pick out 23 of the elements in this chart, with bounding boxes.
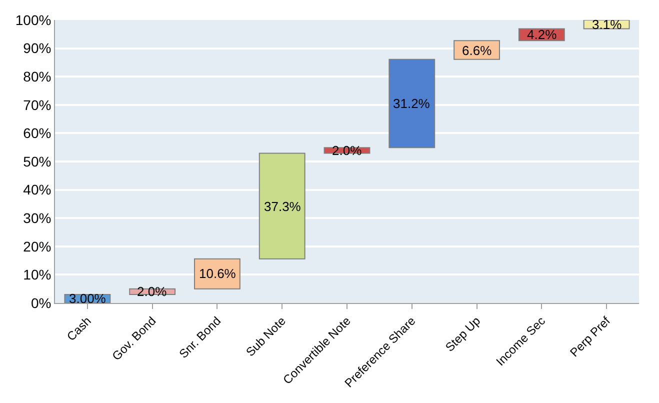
bar: [388, 58, 436, 148]
data-label: 31.2%: [393, 96, 430, 111]
data-label: 37.3%: [264, 199, 302, 214]
y-tick-label: 30%: [23, 210, 52, 226]
bar: [258, 152, 306, 260]
y-tick-label: 0%: [30, 294, 52, 311]
y-tick-label: 90%: [23, 40, 52, 56]
y-tick-label: 70%: [23, 96, 52, 113]
data-label: 2.0%: [137, 284, 168, 299]
data-label: 10.6%: [199, 266, 236, 281]
bar: [194, 258, 240, 290]
y-tick-label: 60%: [23, 125, 52, 142]
y-tick-label: 10%: [23, 266, 52, 283]
data-label: 4.2%: [527, 27, 558, 42]
y-tick-label: 40%: [23, 182, 52, 198]
data-label: 3.1%: [592, 17, 622, 32]
y-tick-label: 100%: [15, 12, 52, 28]
y-tick-label: 50%: [23, 153, 52, 170]
x-tick-label: Step Up: [442, 314, 484, 354]
y-tick-label: 80%: [23, 68, 52, 84]
y-tick-label: 20%: [23, 238, 52, 254]
data-label: 3.00%: [69, 291, 106, 306]
data-label: 6.6%: [462, 43, 492, 58]
